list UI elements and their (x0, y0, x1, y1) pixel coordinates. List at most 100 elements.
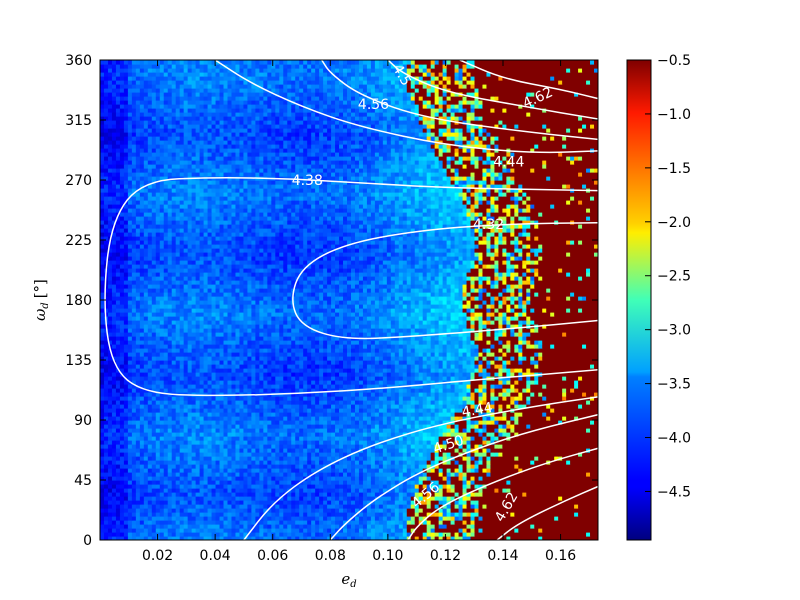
heatmap-cell (315, 472, 320, 477)
heatmap-cell (235, 532, 241, 537)
heatmap-cell (570, 464, 575, 469)
heatmap-cell (203, 440, 209, 445)
heatmap-cell (107, 476, 113, 481)
heatmap-cell (402, 420, 408, 425)
heatmap-cell (470, 432, 476, 437)
heatmap-cell (450, 424, 456, 429)
heatmap-cell (139, 388, 145, 393)
heatmap-cell (494, 392, 499, 397)
heatmap-cell (558, 464, 563, 469)
heatmap-cell (382, 404, 388, 409)
heatmap-cell (454, 464, 460, 469)
heatmap-cell (586, 496, 591, 501)
heatmap-cell (195, 492, 201, 497)
heatmap-cell (259, 444, 264, 449)
heatmap-cell (522, 380, 527, 385)
heatmap-cell (275, 404, 280, 409)
heatmap-cell (494, 520, 499, 525)
heatmap-cell (335, 428, 340, 433)
heatmap-cell (506, 432, 511, 437)
heatmap-cell (402, 504, 408, 509)
heatmap-cell (502, 536, 507, 540)
heatmap-cell (410, 420, 416, 425)
heatmap-cell (554, 516, 559, 521)
heatmap-cell (315, 396, 320, 401)
heatmap-cell (163, 536, 169, 540)
heatmap-cell (251, 420, 256, 425)
heatmap-cell (223, 476, 229, 481)
heatmap-cell (271, 396, 276, 401)
heatmap-cell (550, 408, 555, 413)
heatmap-cell (103, 504, 109, 509)
heatmap-cell (195, 524, 201, 529)
heatmap-cell (518, 436, 523, 441)
heatmap-cell (203, 496, 209, 501)
heatmap-cell (434, 460, 440, 465)
heatmap-cell (398, 420, 404, 425)
heatmap-cell (135, 504, 141, 509)
heatmap-cell (139, 516, 145, 521)
heatmap-cell (303, 512, 308, 517)
heatmap-cell (558, 484, 563, 489)
heatmap-cell (498, 528, 503, 533)
heatmap-cell (127, 484, 133, 489)
heatmap-cell (386, 404, 392, 409)
heatmap-cell (414, 516, 420, 521)
heatmap-cell (263, 444, 268, 449)
heatmap-cell (231, 416, 237, 421)
heatmap-cell (470, 428, 476, 433)
heatmap-cell (570, 508, 575, 513)
heatmap-cell (279, 440, 284, 445)
heatmap-cell (239, 416, 245, 421)
heatmap-cell (462, 428, 468, 433)
heatmap-cell (418, 416, 424, 421)
heatmap-cell (394, 528, 400, 533)
heatmap-cell (331, 412, 336, 417)
heatmap-cell (446, 452, 452, 457)
heatmap-cell (494, 420, 499, 425)
heatmap-cell (155, 416, 161, 421)
heatmap-cell (199, 396, 205, 401)
heatmap-cell (267, 396, 272, 401)
heatmap-cell (386, 476, 392, 481)
heatmap-cell (378, 532, 384, 537)
heatmap-cell (586, 464, 591, 469)
heatmap-cell (187, 520, 193, 525)
heatmap-cell (362, 480, 368, 485)
heatmap-cell (430, 524, 436, 529)
heatmap-cell (474, 528, 480, 533)
heatmap-cell (227, 448, 233, 453)
heatmap-cell (554, 532, 559, 537)
heatmap-cell (570, 476, 575, 481)
heatmap-cell (398, 504, 404, 509)
heatmap-cell (327, 404, 332, 409)
heatmap-cell (414, 388, 420, 393)
heatmap-cell (287, 536, 292, 540)
heatmap-cell (283, 384, 288, 389)
heatmap-cell (111, 524, 117, 529)
heatmap-cell (466, 476, 472, 481)
heatmap-cell (227, 488, 233, 493)
heatmap-cell (506, 480, 511, 485)
heatmap-cell (498, 448, 503, 453)
heatmap-cell (434, 520, 440, 525)
heatmap-cell (426, 440, 432, 445)
heatmap-cell (127, 476, 133, 481)
heatmap-cell (426, 512, 432, 517)
heatmap-cell (143, 408, 149, 413)
heatmap-cell (370, 496, 376, 501)
heatmap-cell (414, 452, 420, 457)
heatmap-cell (235, 416, 241, 421)
heatmap-cell (386, 496, 392, 501)
heatmap-cell (283, 500, 288, 505)
heatmap-cell (522, 496, 527, 501)
heatmap-cell (127, 472, 133, 477)
heatmap-cell (362, 456, 368, 461)
heatmap-cell (546, 484, 551, 489)
heatmap-cell (275, 396, 280, 401)
heatmap-cell (175, 460, 181, 465)
heatmap-cell (147, 416, 153, 421)
heatmap-cell (100, 468, 105, 473)
heatmap-cell (530, 480, 535, 485)
heatmap-cell (438, 408, 444, 413)
